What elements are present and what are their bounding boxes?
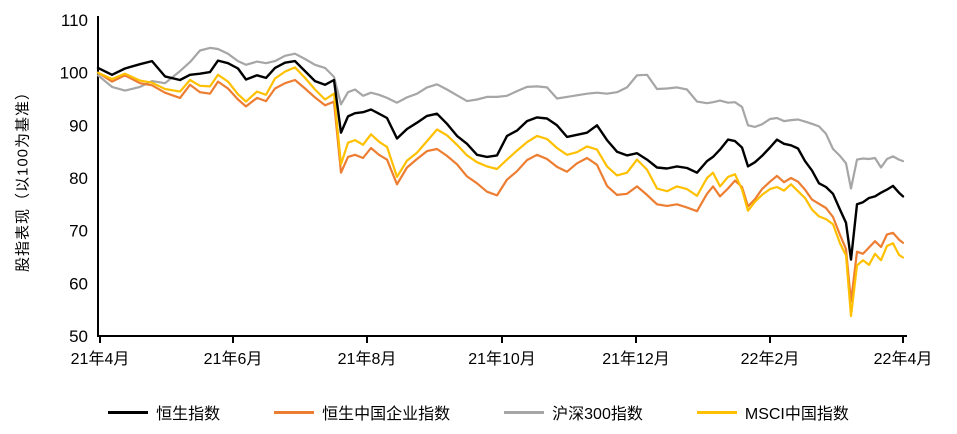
y-tick-label: 70 [69,222,88,241]
legend-item-msci-china: MSCI中国指数 [696,400,849,424]
y-axis-title: 股指表现（以100为基准） [14,83,32,273]
x-tick-label: 22年4月 [874,350,933,368]
series-line-hsi [96,59,905,261]
y-tick-label: 100 [60,64,88,83]
x-tick-label: 21年8月 [338,350,397,368]
x-tick-label: 21年6月 [204,350,263,368]
y-tick-label: 60 [69,274,88,293]
series-line-hscei [96,71,905,303]
chart-container: 股指表现（以100为基准） 50 60 70 80 90 100 110 21年4月 21年6月… [14,11,933,423]
x-tick-label: 21年12月 [602,350,670,368]
y-tick-label: 110 [61,11,88,30]
series-line-msci-china [96,66,905,318]
chart-legend: 恒生指数 恒生中国企业指数 沪深300指数 MSCI中国指数 [0,400,957,424]
series-line-csi300 [96,46,905,190]
legend-item-hsi: 恒生指数 [108,400,220,424]
y-tick-label: 50 [69,327,88,346]
legend-label-msci-china: MSCI中国指数 [744,406,849,423]
y-tick-label: 80 [69,169,88,188]
chart-canvas: 50 60 70 80 90 100 110 21年4月 21年6月 21年8月 21年10月 21年… [60,11,933,368]
legend-label-hsi: 恒生指数 [156,406,221,423]
legend-label-csi300: 沪深300指数 [552,406,643,423]
x-tick-label: 21年10月 [468,350,536,368]
y-tick-label: 90 [69,116,88,135]
legend-marker-msci-china [696,410,737,414]
axis-lines [97,16,907,337]
legend-item-hscei: 恒生中国企业指数 [274,400,450,424]
legend-label-hscei: 恒生中国企业指数 [322,406,451,423]
legend-marker-hscei [274,410,315,414]
legend-marker-hsi [108,410,149,414]
x-tick-label: 21年4月 [71,350,130,368]
legend-item-csi300: 沪深300指数 [504,400,643,424]
legend-marker-csi300 [504,410,545,414]
x-tick-label: 22年2月 [741,350,800,368]
